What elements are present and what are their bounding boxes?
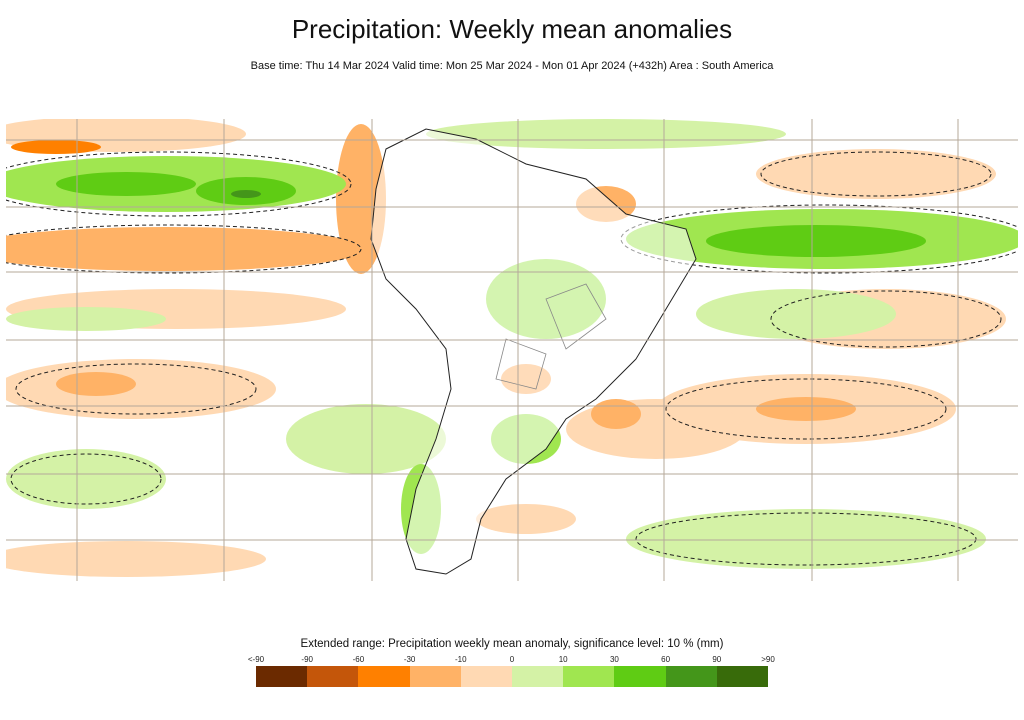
color-legend — [256, 666, 768, 687]
legend-swatch — [716, 666, 768, 687]
legend-tick: 90 — [712, 655, 722, 664]
legend-tick: 10 — [558, 655, 568, 664]
legend-swatch — [307, 666, 359, 687]
legend-swatch — [614, 666, 666, 687]
legend-ticks: <-90 -90 -60 -30 -10 0 10 30 60 90 >90 — [248, 655, 775, 665]
legend-tick: <-90 — [247, 655, 265, 664]
precipitation-anomaly-map — [6, 119, 1018, 581]
significance-contours — [6, 151, 1018, 566]
subtitle: Base time: Thu 14 Mar 2024 Valid time: M… — [250, 60, 774, 72]
legend-tick: -90 — [301, 655, 313, 664]
legend-tick: >90 — [761, 655, 775, 664]
legend-title: Extended range: Precipitation weekly mea… — [300, 638, 724, 650]
legend-swatch — [358, 666, 410, 687]
legend-tick: 30 — [609, 655, 619, 664]
legend-swatch — [563, 666, 615, 687]
legend-tick: -60 — [352, 655, 365, 664]
legend-swatch — [511, 666, 564, 687]
legend-tick: -30 — [403, 655, 416, 664]
lat-lon-grid — [6, 119, 1018, 581]
legend-tick: -10 — [455, 655, 467, 664]
page-title: Precipitation: Weekly mean anomalies — [291, 14, 733, 44]
south-america-coastline — [370, 128, 697, 575]
anomaly-fields — [6, 119, 1018, 577]
legend-tick: 60 — [661, 655, 671, 664]
legend-swatch — [409, 666, 461, 687]
legend-tick: 0 — [509, 655, 515, 664]
legend-swatch — [460, 666, 512, 687]
legend-swatch — [665, 666, 717, 687]
legend-swatch — [256, 666, 308, 687]
